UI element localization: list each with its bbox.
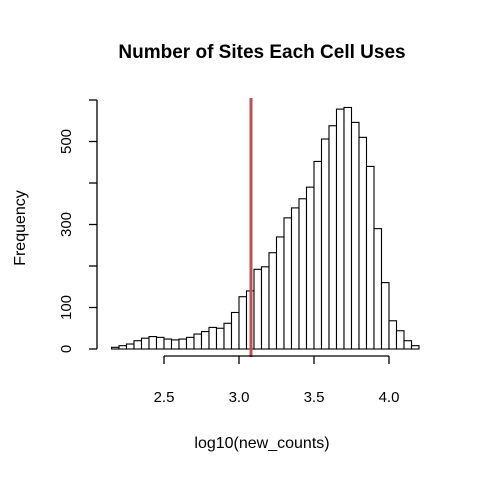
histogram-bar (164, 339, 172, 349)
histogram-bar (389, 321, 397, 349)
histogram-bar (149, 337, 157, 349)
x-tick-label: 2.5 (154, 389, 175, 406)
histogram-bar (239, 297, 247, 349)
x-tick-label: 4.0 (379, 389, 400, 406)
x-axis-label: log10(new_counts) (194, 435, 329, 452)
histogram-bar (142, 338, 150, 349)
histogram-bar (382, 283, 390, 349)
histogram-bar (194, 334, 202, 349)
histogram-bar (112, 347, 120, 349)
y-tick-label: 300 (58, 212, 75, 237)
histogram-bar (314, 161, 322, 349)
x-tick-label: 3.0 (229, 389, 250, 406)
y-axis: 0 100 300 500 (58, 100, 97, 353)
y-tick-label: 100 (58, 295, 75, 320)
histogram-bar (412, 346, 420, 349)
histogram-bar (344, 107, 352, 349)
histogram-bar (397, 331, 405, 349)
histogram-bar (329, 126, 337, 349)
histogram-bar (322, 139, 330, 349)
histogram-bar (209, 327, 217, 349)
histogram-bar (134, 341, 142, 349)
chart-title: Number of Sites Each Cell Uses (118, 42, 405, 63)
histogram-bar (277, 237, 285, 349)
histogram-bar (224, 323, 232, 349)
x-tick-label: 3.5 (304, 389, 325, 406)
histogram-bar (202, 332, 210, 349)
histogram-bar (307, 187, 315, 349)
histogram-bar (359, 137, 367, 349)
y-axis-label: Frequency (12, 190, 29, 266)
y-tick-label: 500 (58, 129, 75, 154)
histogram-bar (217, 328, 225, 349)
histogram-bar (157, 337, 165, 349)
histogram-bar (292, 208, 300, 349)
histogram-bar (374, 229, 382, 349)
histogram-bar (232, 312, 240, 349)
histogram-bar (127, 344, 135, 349)
histogram-bar (284, 218, 292, 349)
histogram-bar (254, 269, 262, 349)
histogram-bar (337, 109, 345, 349)
histogram-bar (119, 346, 127, 349)
x-axis: 2.5 3.0 3.5 4.0 (154, 356, 400, 406)
y-tick-label: 0 (58, 345, 75, 353)
histogram-bar (404, 341, 412, 349)
bars-group (112, 107, 420, 349)
histogram-bar (179, 339, 187, 349)
histogram-bar (367, 166, 375, 349)
histogram-bar (262, 267, 270, 349)
histogram-bar (269, 253, 277, 349)
histogram-bar (172, 340, 180, 349)
histogram-bar (187, 337, 195, 349)
histogram-bar (352, 122, 360, 349)
histogram-bar (299, 199, 307, 349)
